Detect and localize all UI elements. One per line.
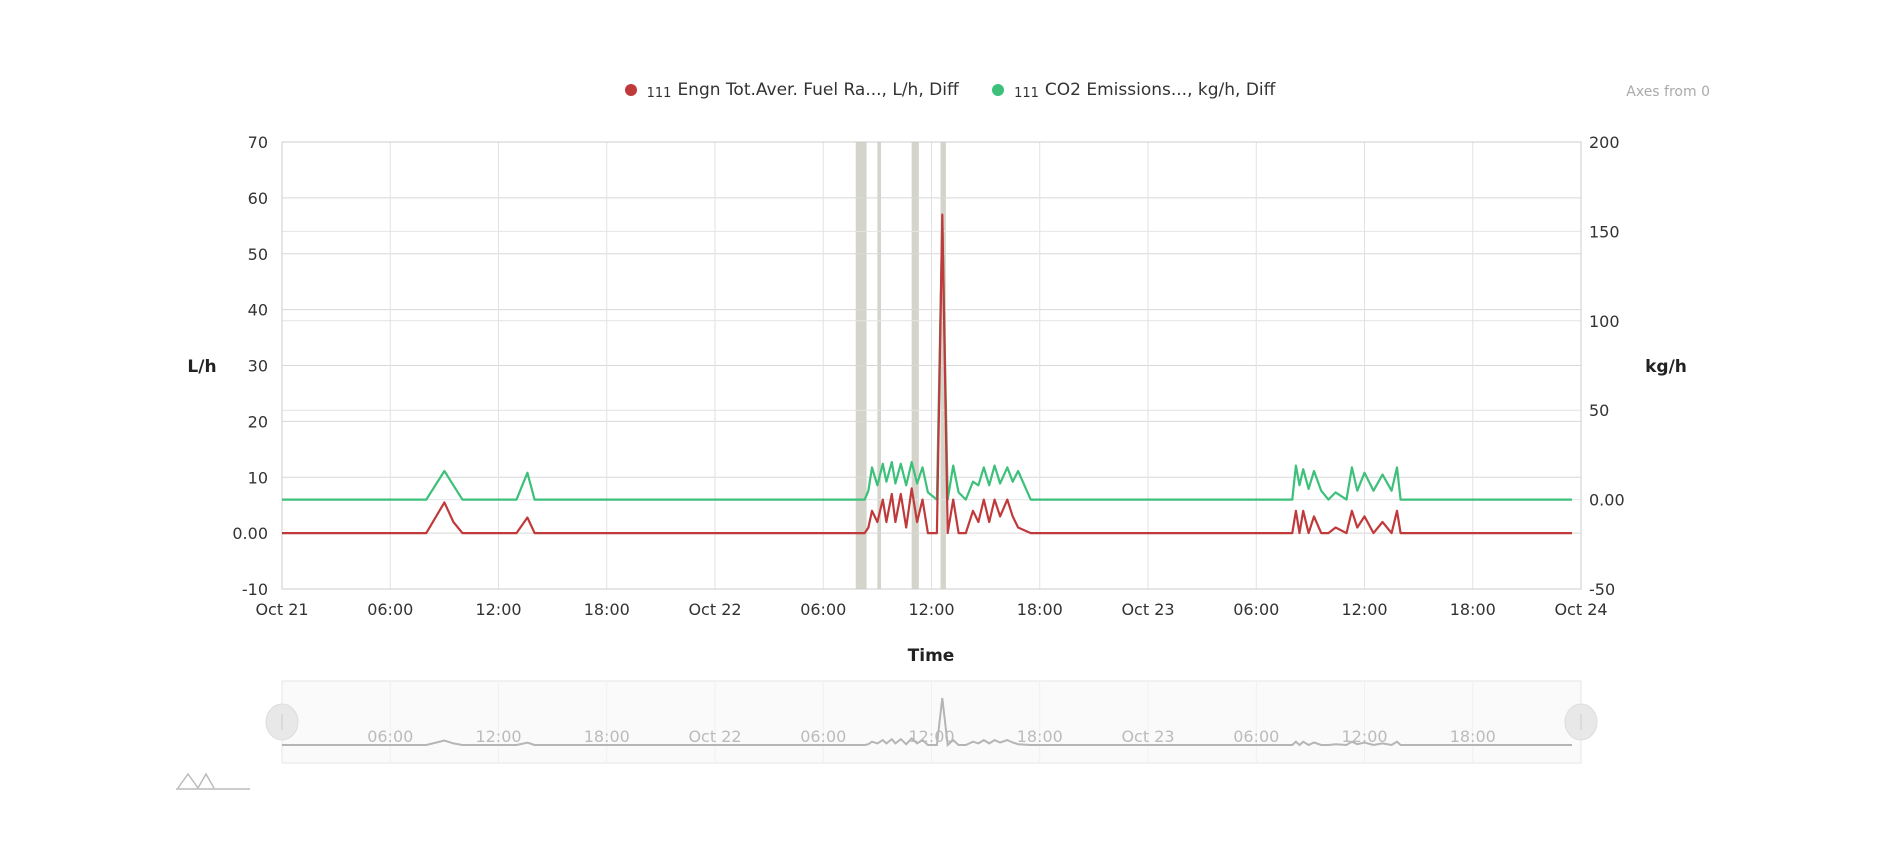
x-tick: Oct 22 [688,600,741,619]
x-tick: 18:00 [1450,600,1496,619]
navigator-tick: 06:00 [800,727,846,746]
x-axis-title: Time [908,646,955,666]
navigator-tick: 18:00 [1450,727,1496,746]
navigator-tick: 18:00 [1017,727,1063,746]
navigator-tick: 12:00 [475,727,521,746]
navigator-series-line [282,697,1572,748]
y-axis-right-title: kg/h [1645,357,1687,377]
legend-dot-green [992,84,1005,96]
y-tick-left: -10 [242,580,268,599]
legend-dot-red [624,84,637,96]
x-tick: 12:00 [1341,600,1387,619]
y-tick-right: -50 [1589,580,1615,599]
y-axis-left-title: L/h [187,357,216,377]
navigator-tick: 18:00 [584,727,630,746]
navigator-tick: Oct 22 [688,727,741,746]
legend-prefix: 111 [646,85,672,101]
navigator[interactable]: 06:00 12:00 18:00 Oct 22 06:00 12:00 18:00 Oct … [265,680,1598,764]
series-line-fuel-rate [282,213,1572,535]
navigator-tick: 06:00 [1233,727,1279,746]
y-tick-left: 10 [248,468,268,487]
legend-prefix: 111 [1014,85,1039,101]
y-tick-left: 50 [248,245,268,264]
plot-border [281,141,1582,590]
x-tick: 12:00 [475,600,521,619]
legend-label: CO2 Emissions..., kg/h, Diff [1044,80,1276,100]
axes-from-zero-toggle[interactable]: Axes from 0 [1626,84,1710,100]
x-tick: 18:00 [584,600,630,619]
legend-item-fuel-rate[interactable]: 111 Engn Tot.Aver. Fuel Ra..., L/h, Diff [624,80,959,101]
x-tick: 06:00 [1233,600,1279,619]
y-tick-left: 20 [248,412,268,431]
y-tick-left: 30 [248,357,268,376]
y-tick-right: 200 [1589,133,1620,152]
y-tick-right: 50 [1589,401,1609,420]
y-tick-left: 40 [248,301,268,320]
x-tick: 06:00 [367,600,413,619]
x-tick: 18:00 [1017,600,1063,619]
y-tick-left: 70 [248,133,268,152]
x-tick: 06:00 [800,600,846,619]
navigator-tick: 06:00 [367,727,413,746]
x-tick: Oct 24 [1554,600,1607,619]
y-tick-right: 150 [1589,222,1620,241]
navigator-tick: Oct 23 [1121,727,1174,746]
legend-label: Engn Tot.Aver. Fuel Ra..., L/h, Diff [677,80,959,100]
x-tick: 12:00 [908,600,954,619]
legend-item-co2[interactable]: 111 CO2 Emissions..., kg/h, Diff [992,80,1276,101]
x-tick: Oct 21 [255,600,308,619]
series-line-co2 [282,217,1572,501]
y-tick-right: 0.00 [1589,491,1625,510]
y-tick-right: 100 [1589,312,1620,331]
y-tick-left: 60 [248,189,268,208]
x-tick: Oct 23 [1121,600,1174,619]
chart-legend: 111 Engn Tot.Aver. Fuel Ra..., L/h, Diff… [0,80,1900,101]
y-tick-left: 0.00 [232,524,268,543]
chart-type-icon[interactable] [176,772,250,790]
